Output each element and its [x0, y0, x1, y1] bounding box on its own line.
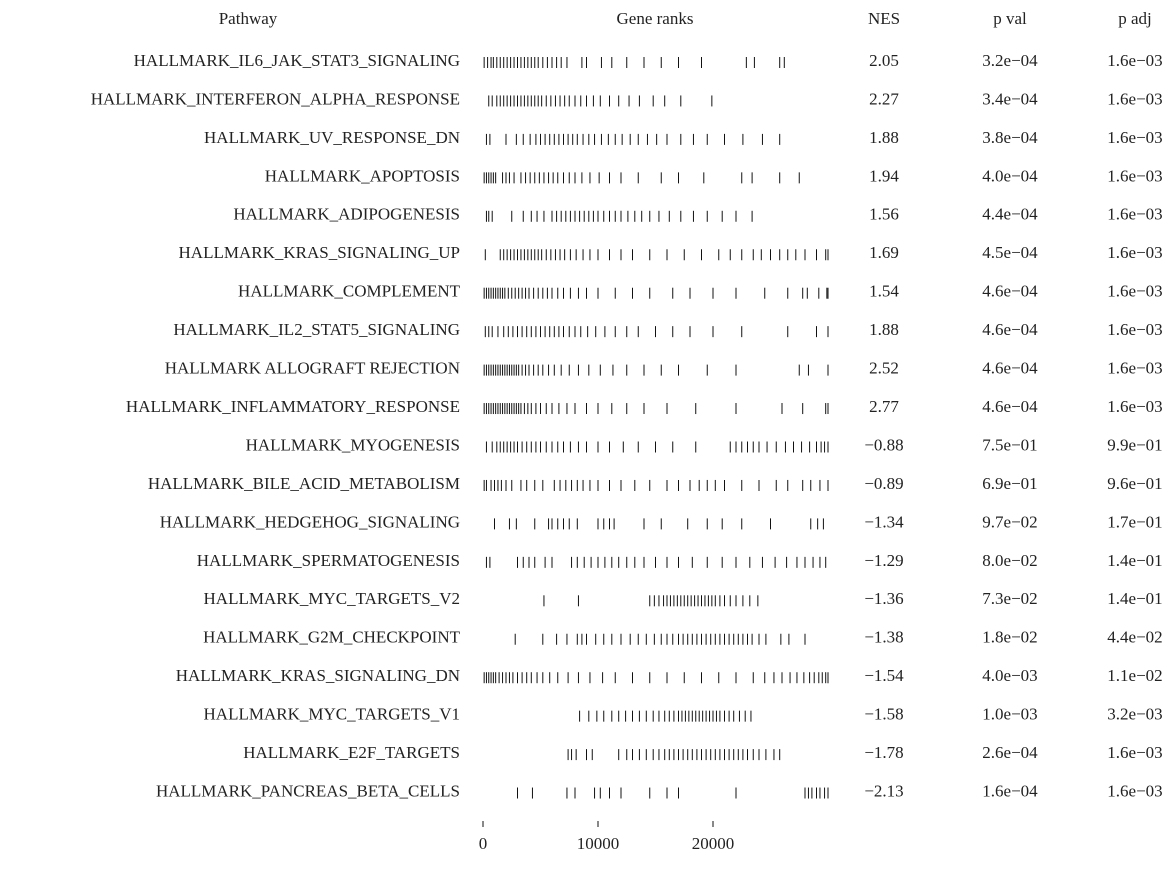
x-tick-label: 0 [479, 834, 488, 853]
pval-value: 3.8e−04 [982, 128, 1038, 147]
nes-value: −0.88 [864, 435, 903, 454]
pval-value: 4.6e−04 [982, 359, 1038, 378]
pval-value: 4.0e−03 [982, 666, 1037, 685]
nes-value: −1.34 [864, 512, 904, 531]
pathway-name: HALLMARK_INTERFERON_ALPHA_RESPONSE [91, 89, 460, 108]
nes-value: 1.54 [869, 282, 899, 301]
pval-value: 1.6e−04 [982, 781, 1038, 800]
nes-value: −1.78 [864, 743, 903, 762]
padj-value: 1.7e−01 [1107, 512, 1162, 531]
nes-value: 1.69 [869, 243, 899, 262]
padj-value: 1.6e−03 [1107, 743, 1162, 762]
column-header: p adj [1118, 9, 1152, 28]
padj-value: 9.6e−01 [1107, 474, 1162, 493]
nes-value: −1.36 [864, 589, 903, 608]
pval-value: 9.7e−02 [982, 512, 1037, 531]
nes-value: −1.58 [864, 705, 903, 724]
padj-value: 1.6e−03 [1107, 128, 1162, 147]
pval-value: 2.6e−04 [982, 743, 1038, 762]
pval-value: 1.0e−03 [982, 705, 1037, 724]
pathway-name: HALLMARK_MYC_TARGETS_V2 [204, 589, 460, 608]
pathway-name: HALLMARK_COMPLEMENT [238, 282, 461, 301]
padj-value: 1.4e−01 [1107, 551, 1162, 570]
padj-value: 3.2e−03 [1107, 705, 1162, 724]
nes-value: −1.54 [864, 666, 904, 685]
nes-value: −2.13 [864, 781, 903, 800]
column-header: p val [993, 9, 1027, 28]
padj-value: 1.6e−03 [1107, 243, 1162, 262]
pathway-name: HALLMARK_MYOGENESIS [246, 435, 460, 454]
padj-value: 1.6e−03 [1107, 166, 1162, 185]
nes-value: 1.56 [869, 205, 899, 224]
nes-value: −1.29 [864, 551, 903, 570]
padj-value: 1.6e−03 [1107, 320, 1162, 339]
column-header: Gene ranks [617, 9, 694, 28]
padj-value: 1.6e−03 [1107, 51, 1162, 70]
padj-value: 1.6e−03 [1107, 282, 1162, 301]
x-tick-label: 10000 [577, 834, 620, 853]
pval-value: 4.6e−04 [982, 320, 1038, 339]
padj-value: 1.1e−02 [1107, 666, 1162, 685]
pval-value: 7.5e−01 [982, 435, 1037, 454]
pval-value: 3.4e−04 [982, 89, 1038, 108]
nes-value: 2.52 [869, 359, 899, 378]
pathway-name: HALLMARK_APOPTOSIS [265, 166, 460, 185]
pathway-name: HALLMARK_IL6_JAK_STAT3_SIGNALING [134, 51, 460, 70]
nes-value: 2.27 [869, 89, 899, 108]
nes-value: 1.88 [869, 128, 899, 147]
pval-value: 3.2e−04 [982, 51, 1038, 70]
padj-value: 1.6e−03 [1107, 89, 1162, 108]
nes-value: 2.77 [869, 397, 899, 416]
pathway-name: HALLMARK_KRAS_SIGNALING_UP [179, 243, 460, 262]
padj-value: 1.6e−03 [1107, 397, 1162, 416]
padj-value: 1.6e−03 [1107, 205, 1162, 224]
nes-value: 1.94 [869, 166, 899, 185]
pval-value: 4.0e−04 [982, 166, 1038, 185]
pval-value: 4.5e−04 [982, 243, 1038, 262]
pathway-name: HALLMARK_HEDGEHOG_SIGNALING [160, 512, 460, 531]
nes-value: −1.38 [864, 628, 903, 647]
pval-value: 4.4e−04 [982, 205, 1038, 224]
pathway-name: HALLMARK_INFLAMMATORY_RESPONSE [126, 397, 460, 416]
pval-value: 1.8e−02 [982, 628, 1037, 647]
pval-value: 7.3e−02 [982, 589, 1037, 608]
nes-value: 1.88 [869, 320, 899, 339]
pathway-name: HALLMARK_G2M_CHECKPOINT [203, 628, 461, 647]
pathway-name: HALLMARK_IL2_STAT5_SIGNALING [173, 320, 460, 339]
padj-value: 1.6e−03 [1107, 359, 1162, 378]
column-header: NES [868, 9, 900, 28]
pval-value: 8.0e−02 [982, 551, 1037, 570]
x-tick-label: 20000 [692, 834, 735, 853]
pathway-name: HALLMARK_ADIPOGENESIS [233, 205, 460, 224]
padj-value: 1.4e−01 [1107, 589, 1162, 608]
padj-value: 9.9e−01 [1107, 435, 1162, 454]
pval-value: 4.6e−04 [982, 397, 1038, 416]
pathway-name: HALLMARK ALLOGRAFT REJECTION [165, 359, 460, 378]
pval-value: 6.9e−01 [982, 474, 1037, 493]
padj-value: 1.6e−03 [1107, 781, 1162, 800]
nes-value: −0.89 [864, 474, 903, 493]
pathway-name: HALLMARK_PANCREAS_BETA_CELLS [156, 781, 460, 800]
pathway-name: HALLMARK_E2F_TARGETS [243, 743, 460, 762]
pathway-name: HALLMARK_KRAS_SIGNALING_DN [176, 666, 460, 685]
pathway-name: HALLMARK_BILE_ACID_METABOLISM [148, 474, 460, 493]
padj-value: 4.4e−02 [1107, 628, 1162, 647]
pathway-name: HALLMARK_MYC_TARGETS_V1 [204, 705, 460, 724]
pval-value: 4.6e−04 [982, 282, 1038, 301]
pathway-name: HALLMARK_SPERMATOGENESIS [197, 551, 460, 570]
pathway-name: HALLMARK_UV_RESPONSE_DN [204, 128, 460, 147]
nes-value: 2.05 [869, 51, 899, 70]
column-header: Pathway [219, 9, 278, 28]
